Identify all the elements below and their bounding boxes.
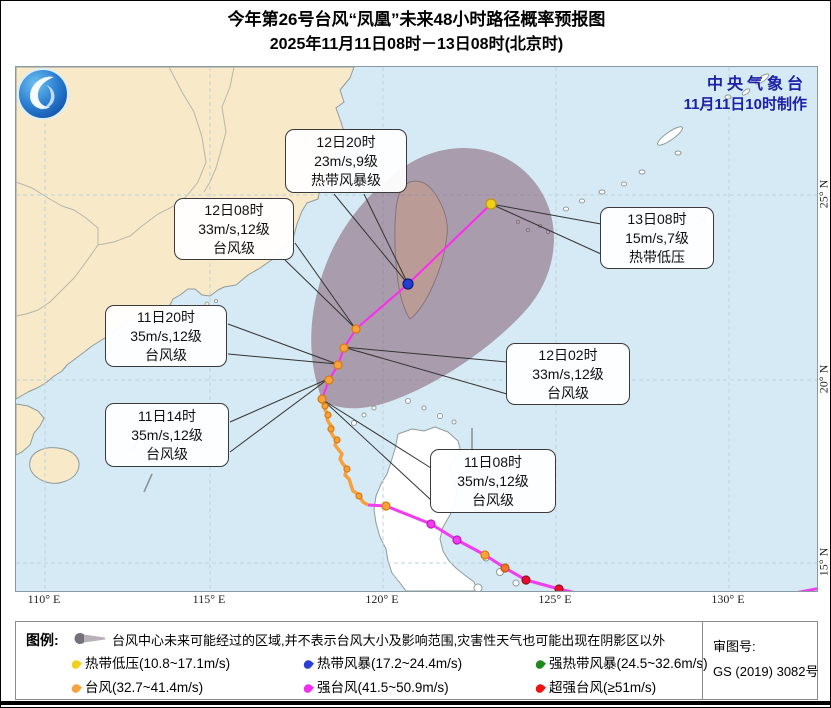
agency-name: 中央气象台 — [706, 76, 807, 93]
approval-label: 审图号: — [713, 639, 756, 654]
legend-item-label: 强热带风暴(24.5~32.6m/s) — [549, 656, 708, 671]
typhoon-intensity-icon — [302, 682, 314, 695]
callout-line: 台风级 — [146, 445, 188, 462]
approval-number: GS (2019) 3082号 — [713, 664, 819, 679]
typhoon-intensity-icon — [534, 682, 546, 695]
callout-c-11d14h: 11日14时 35m/s,12级 台风级 — [105, 403, 229, 467]
track-point — [324, 411, 332, 419]
track-point — [452, 535, 462, 545]
callout-line: 13日08时 — [627, 210, 687, 227]
legend-item: 强热带风暴(24.5~32.6m/s) — [534, 652, 708, 672]
track-point — [343, 465, 351, 473]
callout-line: 35m/s,12级 — [130, 327, 202, 344]
latitude-tick-label: 15° N — [816, 547, 831, 577]
map-approval-box: 审图号: GS (2019) 3082号 — [702, 622, 819, 699]
longitude-tick-label: 120° E — [365, 592, 399, 606]
track-point — [351, 324, 361, 334]
track-point — [333, 360, 343, 370]
callout-c-12d20h: 12日20时 23m/s,9级 热带风暴级 — [285, 129, 407, 193]
callout-line: 台风级 — [213, 239, 255, 256]
legend-item: 热带低压(10.8~17.1m/s) — [70, 652, 231, 672]
track-point — [500, 563, 510, 573]
bottom-rule — [1, 701, 831, 705]
past-track-line — [367, 503, 817, 591]
callout-leader-lines — [227, 193, 602, 501]
track-point — [324, 375, 334, 385]
callout-line: 热带风暴级 — [311, 171, 381, 188]
callout-line: 23m/s,9级 — [314, 152, 378, 169]
agency-credit: 中央气象台 11月11日10时制作 — [684, 75, 807, 115]
callout-c-12d08h: 12日08时 33m/s,12级 台风级 — [174, 198, 294, 260]
callout-line: 12日20时 — [316, 133, 376, 150]
legend-item: 热带风暴(17.2~24.4m/s) — [302, 652, 463, 672]
legend-item: 台风(32.7~41.4m/s) — [70, 676, 204, 696]
legend-panel: 图例: 台风中心未来可能经过的区域,并不表示台风大小及影响范围,灾害性天气也可能… — [15, 621, 819, 700]
callout-line: 12日08时 — [204, 201, 264, 218]
track-point — [339, 343, 349, 353]
callout-line: 11日08时 — [463, 453, 523, 470]
callout-c-11d08h: 11日08时 35m/s,12级 台风级 — [430, 449, 556, 513]
track-points — [317, 198, 564, 591]
callout-line: 热带低压 — [629, 248, 685, 265]
callout-line: 33m/s,12级 — [198, 220, 270, 237]
legend-item: 强台风(41.5~50.9m/s) — [302, 676, 449, 696]
callout-line: 15m/s,7级 — [625, 229, 689, 246]
callout-line: 35m/s,12级 — [131, 426, 203, 443]
title-line-2: 2025年11月11日08时－13日08时(北京时) — [269, 36, 564, 53]
track-point — [485, 198, 497, 210]
legend-item-label: 热带低压(10.8~17.1m/s) — [85, 656, 231, 671]
track-point — [402, 278, 414, 290]
callout-line: 台风级 — [145, 346, 187, 363]
longitude-tick-label: 115° E — [192, 592, 226, 606]
legend-title: 图例: — [26, 632, 59, 648]
cma-logo-icon — [17, 68, 69, 120]
track-point — [355, 492, 363, 500]
legend-item-label: 超强台风(≥51m/s) — [549, 680, 657, 695]
typhoon-intensity-icon — [302, 658, 314, 671]
track-point — [317, 394, 327, 404]
latitude-tick-label: 25° N — [816, 179, 831, 209]
callout-line: 11日14时 — [137, 407, 197, 424]
title-line-1: 今年第26号台风“凤凰”未来48小时路径概率预报图 — [227, 10, 606, 29]
province-borders — [16, 67, 235, 317]
probability-cone-icon — [74, 633, 105, 644]
track-point — [321, 402, 329, 410]
callout-line: 台风级 — [472, 491, 514, 508]
callout-line: 33m/s,12级 — [532, 365, 604, 382]
legend-item-label: 热带风暴(17.2~24.4m/s) — [317, 656, 463, 671]
legend-item-label: 强台风(41.5~50.9m/s) — [317, 680, 449, 695]
legend-item: 超强台风(≥51m/s) — [534, 676, 657, 696]
typhoon-intensity-icon — [70, 658, 82, 671]
latitude-tick-label: 20° N — [816, 364, 831, 394]
callout-c-13d08h: 13日08时 15m/s,7级 热带低压 — [600, 207, 714, 269]
longitude-tick-label: 110° E — [27, 592, 61, 606]
agency-issue-time: 11月11日10时制作 — [683, 96, 807, 113]
track-point — [554, 584, 564, 591]
callout-c-12d02h: 12日02时 33m/s,12级 台风级 — [506, 343, 630, 405]
typhoon-intensity-icon — [534, 658, 546, 671]
track-point — [333, 436, 341, 444]
callout-c-11d20h: 11日20时 35m/s,12级 台风级 — [105, 305, 227, 367]
probability-cone — [311, 148, 554, 409]
callout-line: 35m/s,12级 — [457, 472, 529, 489]
track-point — [480, 550, 490, 560]
callout-line: 台风级 — [547, 384, 589, 401]
legend-cone-note: 台风中心未来可能经过的区域,并不表示台风大小及影响范围,灾害性天气也可能出现在阴… — [112, 633, 666, 648]
track-point — [381, 501, 391, 511]
track-point — [327, 425, 335, 433]
track-point — [521, 575, 531, 585]
callout-line: 11日20时 — [136, 308, 196, 325]
track-point — [426, 519, 436, 529]
longitude-tick-label: 130° E — [711, 592, 745, 606]
page-title: 今年第26号台风“凤凰”未来48小时路径概率预报图 2025年11月11日08时… — [1, 7, 831, 57]
legend-item-label: 台风(32.7~41.4m/s) — [85, 680, 204, 695]
typhoon-intensity-icon — [70, 682, 82, 695]
callout-line: 12日02时 — [538, 346, 598, 363]
legend-body: 图例: 台风中心未来可能经过的区域,并不表示台风大小及影响范围,灾害性天气也可能… — [16, 622, 708, 699]
longitude-tick-label: 125° E — [538, 592, 572, 606]
